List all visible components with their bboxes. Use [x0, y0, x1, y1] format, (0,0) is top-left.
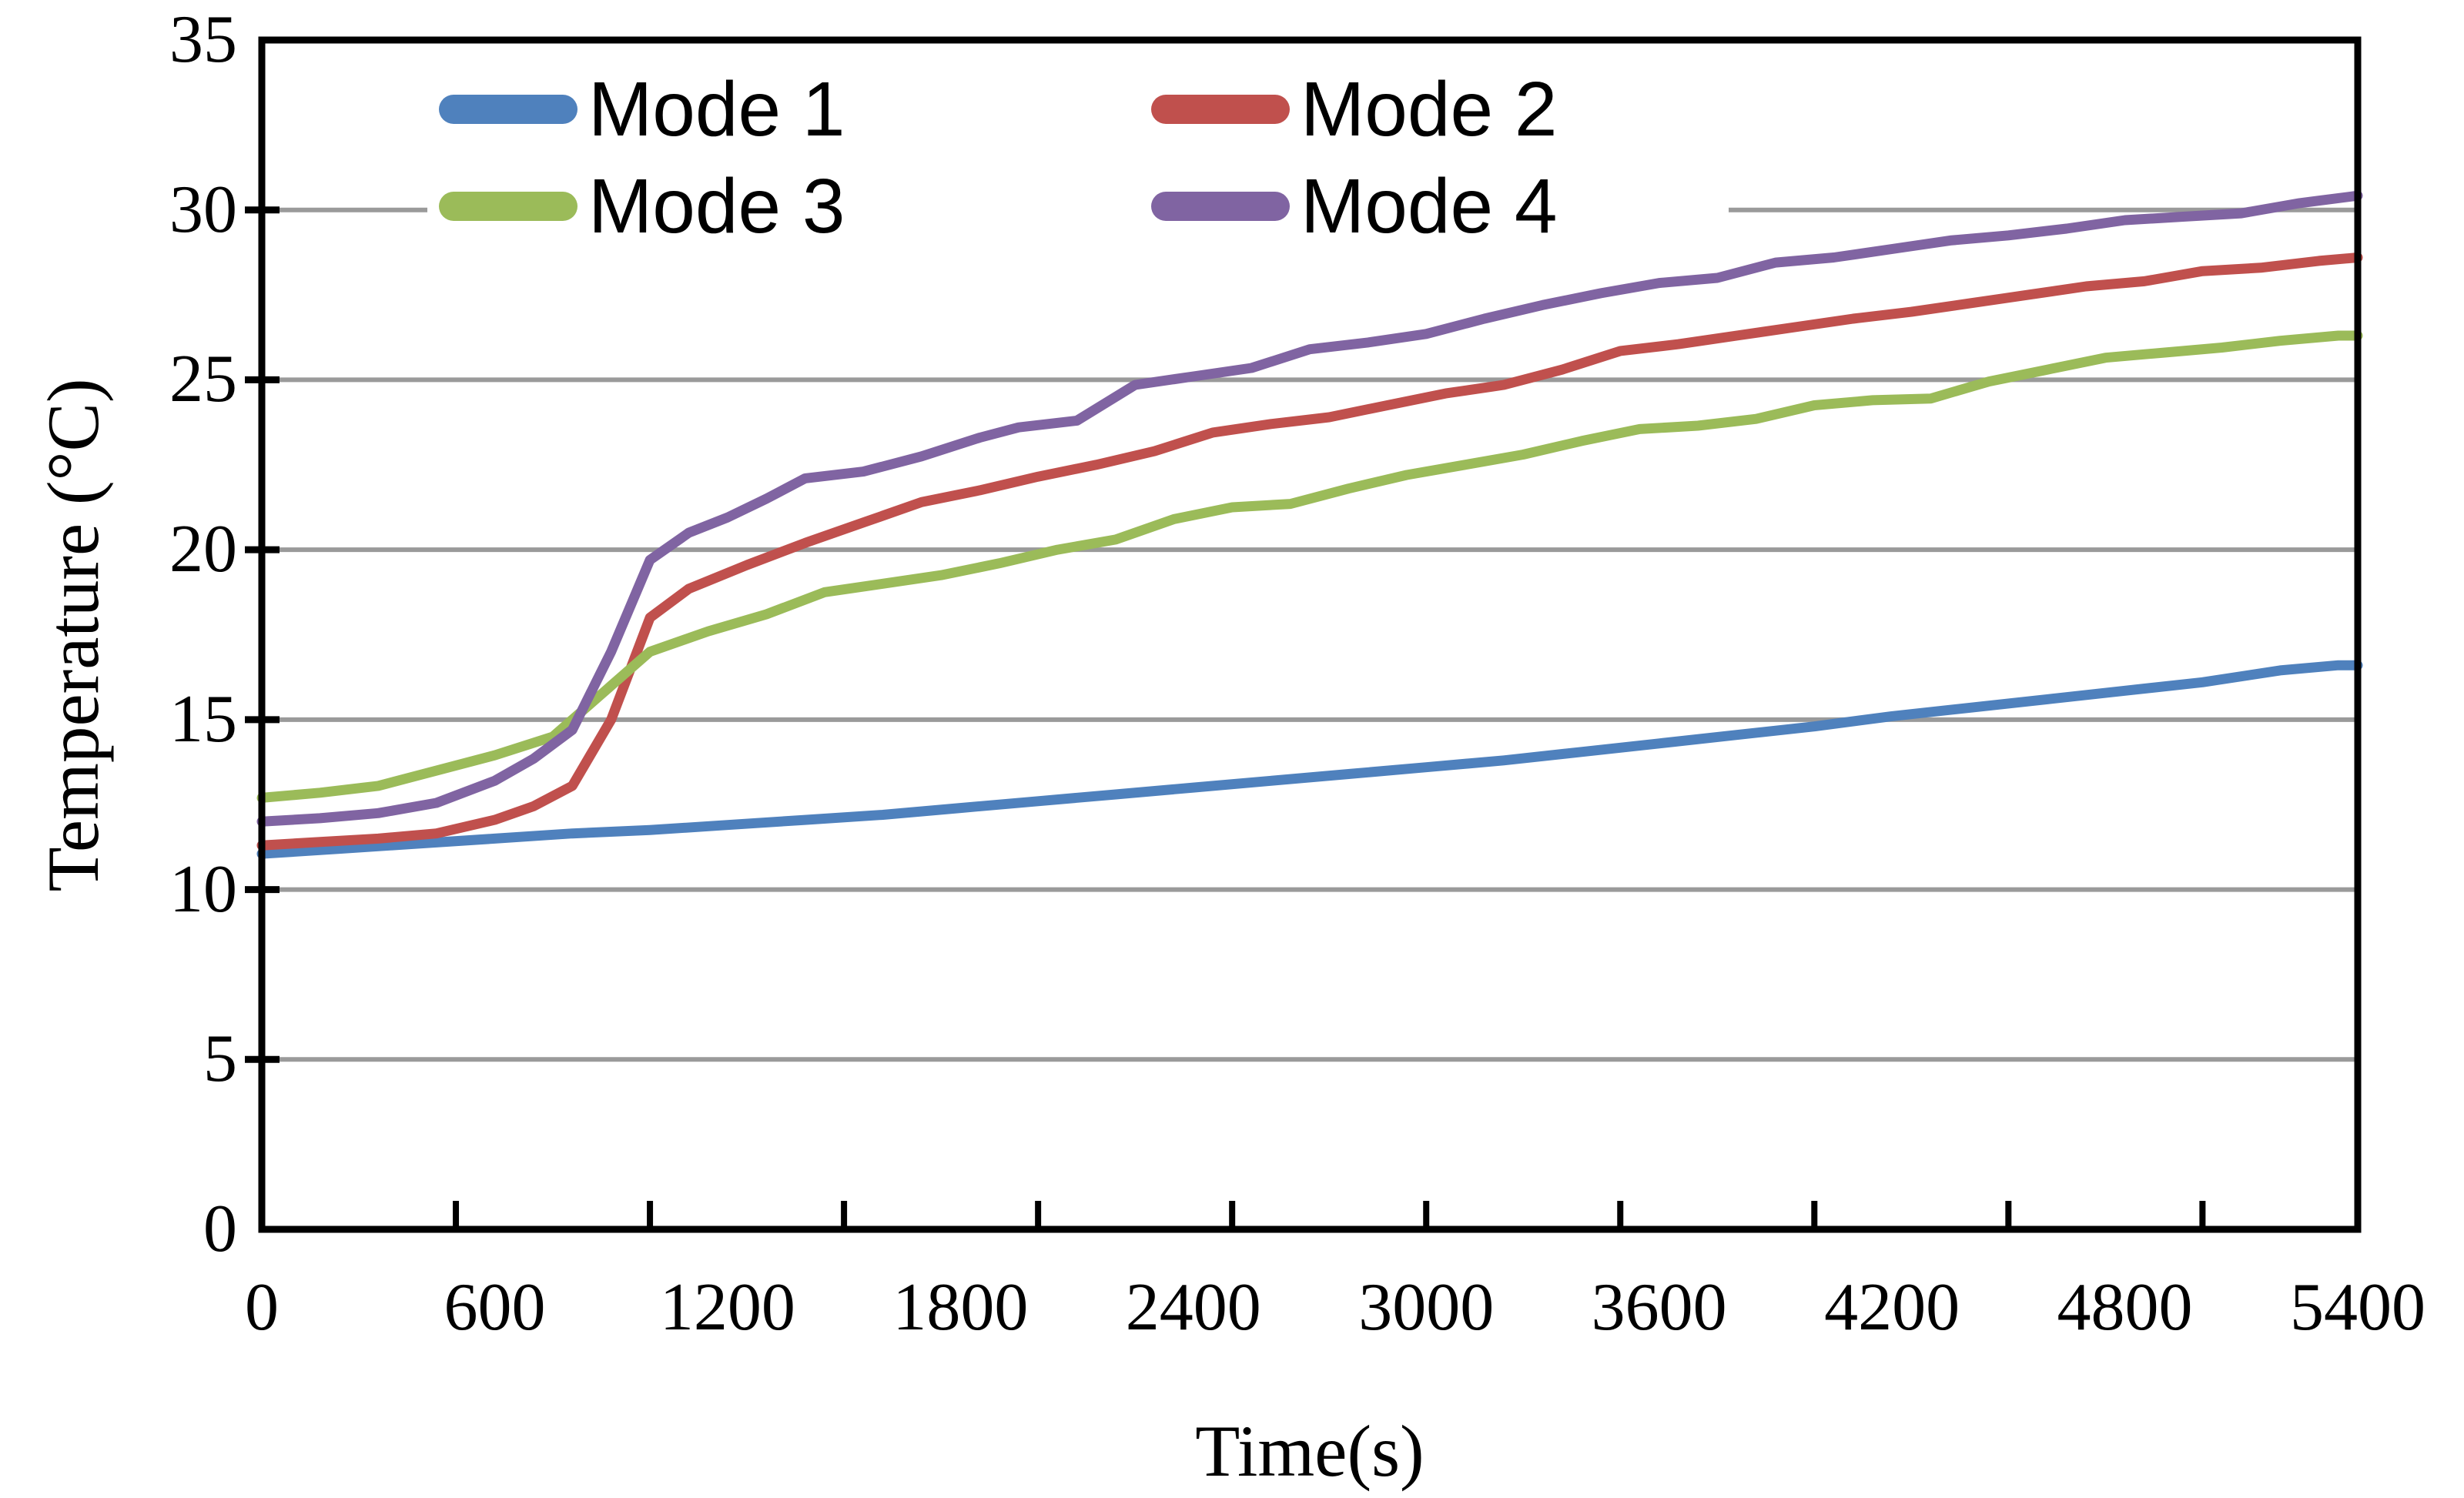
- legend-label: Mode 3: [588, 162, 845, 249]
- x-tick-label-1200: 1200: [659, 1270, 795, 1345]
- y-axis-title: Temperature (°C): [32, 378, 114, 892]
- legend-item-mode-2: Mode 2: [1151, 65, 1558, 152]
- legend: Mode 1 Mode 2 Mode 3 Mode 4: [427, 58, 1729, 266]
- y-tick-label-30: 30: [169, 172, 237, 247]
- y-tick-label-15: 15: [169, 681, 237, 757]
- legend-label: Mode 2: [1301, 65, 1558, 152]
- y-tick-label-25: 25: [169, 342, 237, 417]
- x-tick-label-3000: 3000: [1358, 1270, 1495, 1345]
- y-tick-label-5: 5: [203, 1022, 237, 1097]
- x-tick-label-5400: 5400: [2290, 1270, 2426, 1345]
- x-tick-label-4800: 4800: [2057, 1270, 2193, 1345]
- x-tick-label-3600: 3600: [1591, 1270, 1727, 1345]
- x-tick-label-4200: 4200: [1824, 1270, 1960, 1345]
- legend-item-mode-1: Mode 1: [439, 65, 845, 152]
- legend-swatch-icon: [439, 192, 578, 221]
- x-axis-title: Time(s): [1195, 1410, 1424, 1492]
- legend-label: Mode 1: [588, 65, 845, 152]
- legend-label: Mode 4: [1301, 162, 1558, 249]
- x-tick-label-600: 600: [444, 1270, 546, 1345]
- x-tick-label-0: 0: [245, 1270, 279, 1345]
- legend-swatch-icon: [1151, 95, 1290, 124]
- plot-border: [258, 36, 2362, 1233]
- y-tick-label-0: 0: [203, 1192, 237, 1266]
- series-line-mode-1: [256, 660, 2363, 859]
- legend-swatch-icon: [439, 95, 578, 124]
- y-tick-label-10: 10: [169, 851, 237, 927]
- x-tick-label-1800: 1800: [892, 1270, 1029, 1345]
- series-line-mode-4: [256, 190, 2363, 827]
- y-tick-label-35: 35: [169, 2, 237, 77]
- legend-swatch-icon: [1151, 192, 1290, 221]
- legend-item-mode-3: Mode 3: [439, 162, 845, 249]
- series-line-mode-2: [256, 252, 2363, 851]
- y-tick-label-20: 20: [169, 512, 237, 587]
- series-line-mode-3: [256, 330, 2363, 803]
- legend-item-mode-4: Mode 4: [1151, 162, 1558, 249]
- x-tick-label-2400: 2400: [1125, 1270, 1261, 1345]
